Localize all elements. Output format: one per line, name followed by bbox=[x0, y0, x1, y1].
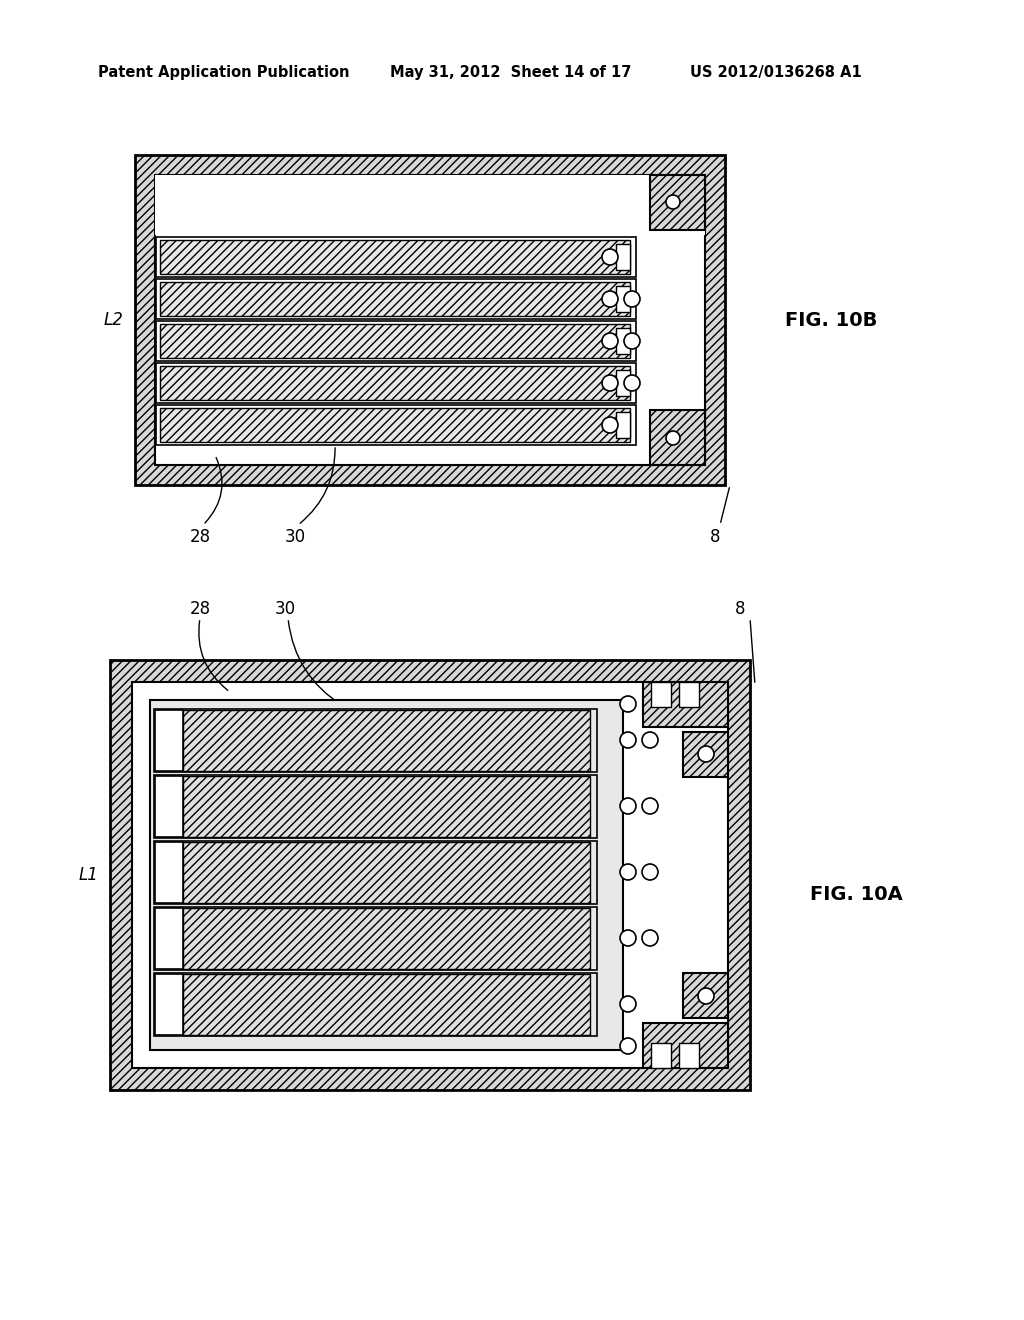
Bar bbox=[650, 176, 705, 230]
Bar bbox=[616, 412, 630, 438]
Circle shape bbox=[666, 432, 680, 445]
Bar bbox=[650, 411, 705, 465]
Bar bbox=[616, 327, 630, 354]
Bar bbox=[679, 1043, 699, 1068]
Circle shape bbox=[620, 997, 636, 1012]
Text: 30: 30 bbox=[285, 528, 305, 546]
Text: L1: L1 bbox=[78, 866, 98, 884]
Text: L2: L2 bbox=[103, 312, 123, 329]
Circle shape bbox=[624, 333, 640, 348]
Circle shape bbox=[602, 375, 618, 391]
Bar bbox=[154, 775, 597, 838]
Bar bbox=[160, 240, 630, 275]
Bar bbox=[155, 908, 183, 969]
Circle shape bbox=[624, 290, 640, 308]
Bar bbox=[616, 370, 630, 396]
Circle shape bbox=[602, 290, 618, 308]
Bar bbox=[160, 408, 630, 442]
Bar bbox=[183, 842, 590, 903]
Bar bbox=[160, 282, 630, 315]
Circle shape bbox=[620, 799, 636, 814]
Circle shape bbox=[666, 195, 680, 209]
Bar bbox=[154, 907, 597, 970]
Circle shape bbox=[602, 333, 618, 348]
Circle shape bbox=[620, 931, 636, 946]
Circle shape bbox=[642, 799, 658, 814]
Bar bbox=[155, 710, 183, 771]
Bar bbox=[183, 908, 590, 969]
Bar bbox=[155, 974, 183, 1035]
Text: May 31, 2012  Sheet 14 of 17: May 31, 2012 Sheet 14 of 17 bbox=[390, 65, 632, 79]
Circle shape bbox=[624, 375, 640, 391]
Bar bbox=[651, 682, 671, 708]
Circle shape bbox=[620, 733, 636, 748]
Bar bbox=[156, 321, 636, 360]
Circle shape bbox=[642, 931, 658, 946]
Bar bbox=[156, 363, 636, 403]
Bar bbox=[679, 682, 699, 708]
Circle shape bbox=[642, 865, 658, 880]
Bar bbox=[156, 405, 636, 445]
Text: 28: 28 bbox=[189, 528, 211, 546]
Bar bbox=[155, 842, 183, 903]
Circle shape bbox=[602, 417, 618, 433]
Bar bbox=[155, 776, 183, 837]
Bar bbox=[160, 366, 630, 400]
Text: 28: 28 bbox=[189, 601, 211, 618]
Bar bbox=[616, 244, 630, 271]
Bar bbox=[154, 709, 597, 772]
Circle shape bbox=[698, 746, 714, 762]
Circle shape bbox=[620, 696, 636, 711]
Bar bbox=[643, 1023, 728, 1068]
Text: US 2012/0136268 A1: US 2012/0136268 A1 bbox=[690, 65, 862, 79]
Circle shape bbox=[602, 249, 618, 265]
Bar bbox=[616, 286, 630, 312]
Bar bbox=[183, 710, 590, 771]
Text: FIG. 10B: FIG. 10B bbox=[785, 310, 878, 330]
Bar bbox=[150, 700, 623, 1049]
Bar bbox=[683, 733, 728, 777]
Bar bbox=[160, 323, 630, 358]
Text: Patent Application Publication: Patent Application Publication bbox=[98, 65, 349, 79]
Bar bbox=[651, 1043, 671, 1068]
Bar bbox=[156, 238, 636, 277]
Bar bbox=[156, 279, 636, 319]
Circle shape bbox=[698, 987, 714, 1005]
Text: 8: 8 bbox=[710, 528, 720, 546]
Circle shape bbox=[620, 865, 636, 880]
Bar bbox=[183, 776, 590, 837]
Bar bbox=[135, 154, 725, 484]
Bar bbox=[154, 841, 597, 904]
Circle shape bbox=[642, 733, 658, 748]
Bar bbox=[110, 660, 750, 1090]
Bar bbox=[154, 973, 597, 1036]
Text: 8: 8 bbox=[735, 601, 745, 618]
Circle shape bbox=[620, 1038, 636, 1053]
Bar bbox=[643, 682, 728, 727]
Text: FIG. 10A: FIG. 10A bbox=[810, 886, 903, 904]
Bar bbox=[155, 176, 705, 465]
Bar bbox=[132, 682, 728, 1068]
Bar bbox=[683, 973, 728, 1018]
Bar bbox=[183, 974, 590, 1035]
Text: 30: 30 bbox=[274, 601, 296, 618]
Bar bbox=[155, 176, 705, 235]
